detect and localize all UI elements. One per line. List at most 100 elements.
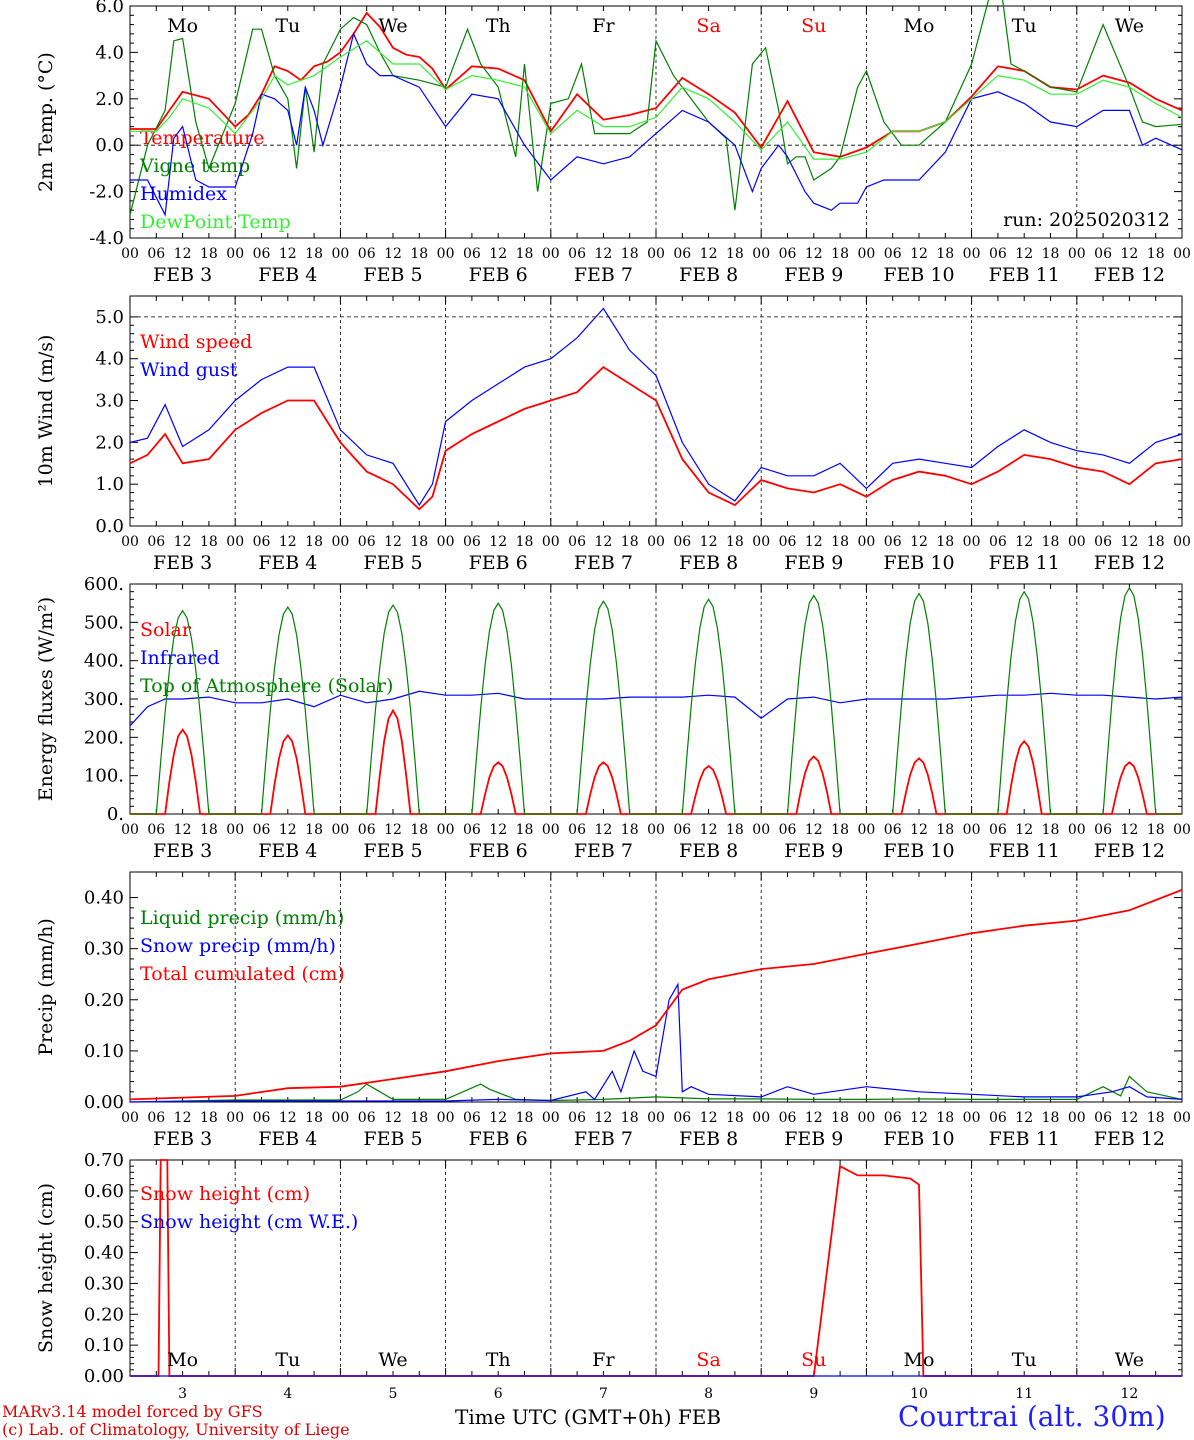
hour-tick-label: 00 <box>1068 822 1086 838</box>
hour-tick-label: 12 <box>1015 1110 1033 1126</box>
hour-tick-label: 12 <box>489 246 507 262</box>
legend-entry: Liquid precip (mm/h) <box>140 907 344 929</box>
date-label: FEB 12 <box>1094 552 1165 574</box>
weekday-label: Tu <box>1012 15 1037 37</box>
y-tick-label: 0.40 <box>84 1243 124 1264</box>
y-tick-label: 0.30 <box>84 939 124 960</box>
day-number-label: 4 <box>283 1386 292 1402</box>
day-number-label: 3 <box>178 1386 187 1402</box>
hour-tick-label: 00 <box>1068 246 1086 262</box>
y-tick-label: 300. <box>84 689 124 710</box>
x-axis-title: Time UTC (GMT+0h) FEB <box>455 1405 721 1429</box>
y-tick-label: 600. <box>84 574 124 595</box>
weekday-label: Th <box>486 1349 511 1371</box>
hour-tick-label: 06 <box>884 534 902 550</box>
hour-tick-label: 18 <box>936 1110 954 1126</box>
legend-entry: Vigne temp <box>139 155 250 177</box>
series-line-dewpoint-temp <box>130 40 1183 160</box>
hour-tick-label: 00 <box>121 1110 139 1126</box>
weekday-label: Mo <box>904 1349 935 1371</box>
hour-tick-label: 00 <box>1068 1110 1086 1126</box>
weekday-label: We <box>378 1349 407 1371</box>
hour-tick-label: 18 <box>831 534 849 550</box>
hour-tick-label: 06 <box>673 246 691 262</box>
y-tick-label: -2.0 <box>89 182 124 203</box>
legend-entry: Solar <box>140 619 192 641</box>
hour-tick-label: 06 <box>358 1110 376 1126</box>
hour-tick-label: 12 <box>805 534 823 550</box>
hour-tick-label: 18 <box>200 822 218 838</box>
hour-tick-label: 00 <box>1173 1110 1191 1126</box>
hour-tick-label: 06 <box>1094 534 1112 550</box>
hour-tick-label: 00 <box>857 822 875 838</box>
y-tick-label: 0.70 <box>84 1150 124 1171</box>
weekday-label: We <box>378 15 407 37</box>
hour-tick-label: 00 <box>542 1110 560 1126</box>
hour-tick-label: 12 <box>700 534 718 550</box>
day-number-label: 12 <box>1120 1386 1138 1402</box>
date-label: FEB 4 <box>258 840 317 862</box>
hour-tick-label: 06 <box>253 534 271 550</box>
y-axis-label: Energy fluxes (W/m²) <box>35 597 57 801</box>
y-tick-label: 0.0 <box>95 516 124 537</box>
y-axis-label: 2m Temp. (°C) <box>35 52 57 192</box>
legend-entry: Wind speed <box>140 331 252 353</box>
hour-tick-label: 12 <box>1015 822 1033 838</box>
hour-tick-label: 06 <box>147 534 165 550</box>
hour-tick-label: 12 <box>489 822 507 838</box>
hour-tick-label: 00 <box>857 1110 875 1126</box>
hour-tick-label: 00 <box>331 1110 349 1126</box>
series-line-wind-gust <box>129 307 1183 507</box>
hour-tick-label: 06 <box>673 1110 691 1126</box>
hour-tick-label: 06 <box>673 822 691 838</box>
y-tick-label: 4.0 <box>95 349 124 370</box>
y-axis-label: Snow height (cm) <box>35 1183 57 1353</box>
hour-tick-label: 18 <box>936 534 954 550</box>
x-axis-title-text: Time UTC (GMT+0h) <box>455 1405 672 1429</box>
hour-tick-label: 18 <box>726 1110 744 1126</box>
legend-entry: Total cumulated (cm) <box>140 963 345 985</box>
weekday-label: Tu <box>275 15 300 37</box>
hour-tick-label: 12 <box>700 246 718 262</box>
hour-tick-label: 12 <box>279 246 297 262</box>
hour-tick-label: 00 <box>963 1110 981 1126</box>
hour-tick-label: 18 <box>831 1110 849 1126</box>
y-tick-label: 0.30 <box>84 1273 124 1294</box>
date-label: FEB 11 <box>989 1128 1060 1150</box>
date-label: FEB 6 <box>469 1128 528 1150</box>
date-label: FEB 8 <box>679 552 738 574</box>
hour-tick-label: 00 <box>121 822 139 838</box>
legend-entry: Top of Atmosphere (Solar) <box>140 675 393 697</box>
hour-tick-label: 06 <box>1094 246 1112 262</box>
y-tick-label: 1.0 <box>95 474 124 495</box>
hour-tick-label: 18 <box>726 822 744 838</box>
hour-tick-label: 12 <box>594 534 612 550</box>
hour-tick-label: 06 <box>884 246 902 262</box>
y-tick-label: 0.00 <box>84 1092 124 1113</box>
hour-tick-label: 12 <box>1015 534 1033 550</box>
hour-tick-label: 18 <box>1042 534 1060 550</box>
hour-tick-label: 12 <box>384 534 402 550</box>
day-number-label: 10 <box>910 1386 928 1402</box>
y-tick-label: 0.60 <box>84 1181 124 1202</box>
hour-tick-label: 12 <box>279 822 297 838</box>
hour-tick-label: 00 <box>121 534 139 550</box>
date-label: FEB 4 <box>258 264 317 286</box>
date-label: FEB 10 <box>883 1128 954 1150</box>
hour-tick-label: 06 <box>147 246 165 262</box>
date-label: FEB 9 <box>784 1128 843 1150</box>
hour-tick-label: 06 <box>358 534 376 550</box>
date-label: FEB 7 <box>574 840 633 862</box>
date-label: FEB 7 <box>574 552 633 574</box>
date-label: FEB 8 <box>679 1128 738 1150</box>
date-label: FEB 3 <box>153 264 212 286</box>
series-line-wind-speed <box>129 365 1183 511</box>
hour-tick-label: 18 <box>200 1110 218 1126</box>
hour-tick-label: 00 <box>542 822 560 838</box>
date-label: FEB 4 <box>258 1128 317 1150</box>
hour-tick-label: 06 <box>253 246 271 262</box>
date-label: FEB 12 <box>1094 840 1165 862</box>
date-label: FEB 12 <box>1094 264 1165 286</box>
hour-tick-label: 00 <box>542 534 560 550</box>
hour-tick-label: 18 <box>516 246 534 262</box>
